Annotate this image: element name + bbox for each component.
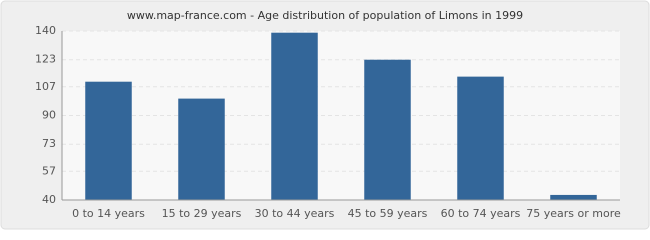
chart: www.map-france.com - Age distribution of… <box>0 0 650 230</box>
y-tick-label: 73 <box>42 137 56 150</box>
x-tick-label: 60 to 74 years <box>441 207 521 220</box>
x-tick-label: 75 years or more <box>526 207 621 220</box>
bar <box>178 98 225 200</box>
bar <box>85 81 132 200</box>
chart-title: www.map-france.com - Age distribution of… <box>127 9 523 22</box>
plot-area <box>62 31 620 200</box>
x-tick-label: 45 to 59 years <box>348 207 428 220</box>
bar <box>550 194 597 200</box>
y-tick-label: 123 <box>35 53 56 66</box>
x-tick-label: 0 to 14 years <box>72 207 145 220</box>
bar <box>364 59 411 201</box>
y-tick-label: 40 <box>42 193 56 206</box>
x-tick-label: 15 to 29 years <box>162 207 242 220</box>
y-tick-label: 57 <box>42 164 56 177</box>
y-tick-label: 107 <box>35 80 56 93</box>
y-tick-label: 140 <box>35 24 56 37</box>
bar <box>457 76 504 200</box>
bar <box>271 32 318 200</box>
y-tick-label: 90 <box>42 109 56 122</box>
x-tick-label: 30 to 44 years <box>255 207 335 220</box>
